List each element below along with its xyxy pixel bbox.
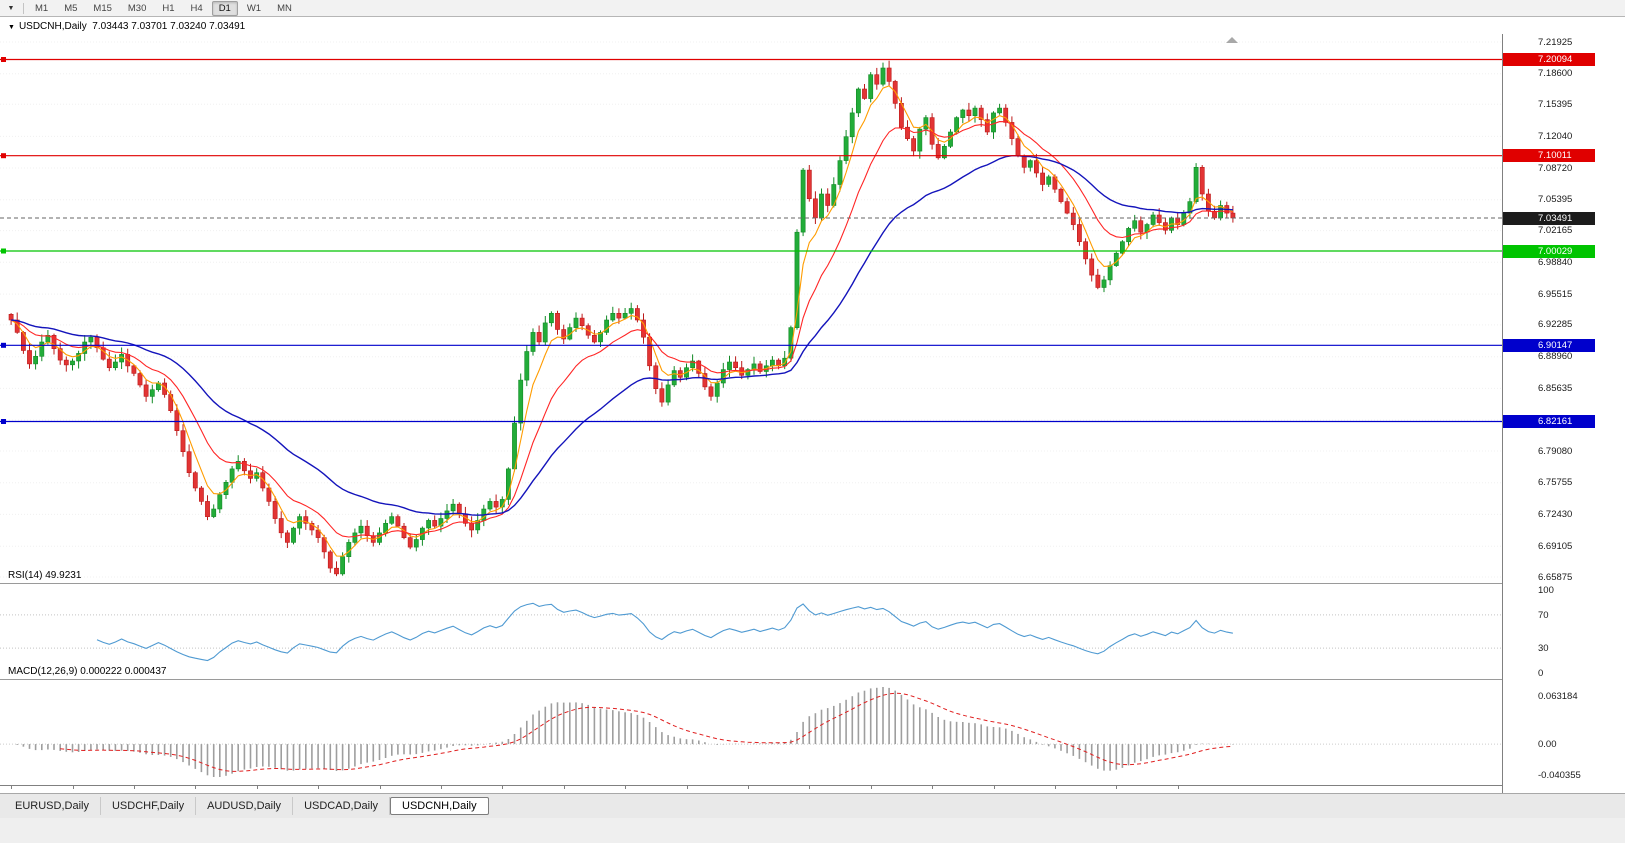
date-tick [809,786,811,789]
date-tick [195,786,197,789]
ma-line-13 [10,121,1233,538]
price-tick-label: 6.69105 [1538,540,1573,552]
chart-tab-usdchf[interactable]: USDCHF,Daily [101,797,197,815]
chart-area[interactable]: 7.21925 7.18600 7.15395 7.12040 7.08720 7.053… [0,17,1625,810]
price-tick-label: 6.92285 [1538,319,1573,331]
date-tick [563,786,565,789]
price-tick-label: 7.18600 [1538,68,1573,80]
timeframe-button-h1[interactable]: H1 [162,2,175,14]
date-tick [1116,786,1118,789]
date-tick [502,786,504,789]
rsi-line [96,602,1233,662]
rsi-pane[interactable] [0,584,1502,679]
price-tick-label: 7.12040 [1538,130,1573,142]
date-tick [747,786,749,789]
rsi-label-text: RSI(14) 49.9231 [8,570,82,581]
timeframe-button-m1[interactable]: M1 [35,2,49,14]
date-tick [686,786,688,789]
level-price-tag: 7.00029 [1503,244,1595,258]
timeframe-button-w1[interactable]: W1 [246,2,262,14]
current-price-tag: 7.03491 [1503,211,1595,225]
candlesticks [8,60,1236,577]
price-tick-label: 7.08720 [1538,162,1573,174]
price-tick-label: 7.21925 [1538,36,1573,48]
horizontal-level-lines[interactable] [0,57,1502,424]
ohlc-values: 7.03443 7.03701 7.03240 7.03491 [92,21,246,32]
timeframe-button-m15[interactable]: M15 [93,2,112,14]
gridlines [0,41,1502,578]
rsi-tick-label: 100 [1538,585,1554,596]
chart-tab-usdcnh[interactable]: USDCNH,Daily [390,797,489,815]
symbol-collapse-icon[interactable]: ▼ [8,24,15,31]
level-price-tag: 6.90147 [1503,338,1595,352]
chart-tab-eurusd[interactable]: EURUSD,Daily [4,797,101,815]
date-tick [870,786,872,789]
date-tick [256,786,258,789]
rsi-tick-label: 0 [1538,668,1544,679]
date-tick [932,786,934,789]
price-tick-label: 6.75755 [1538,477,1573,489]
price-tick-label: 6.72430 [1538,508,1573,520]
price-tick-label: 7.15395 [1538,98,1573,110]
macd-indicator-label: MACD(12,26,9) 0.000222 0.000437 [8,666,166,677]
macd-tick-label: 0.063184 [1538,690,1578,702]
chart-tab-usdcad[interactable]: USDCAD,Daily [293,797,391,815]
chart-tab-audusd[interactable]: AUDUSD,Daily [196,797,294,815]
date-tick [11,786,13,789]
toolbar-separator [23,2,24,14]
macd-tick-label: 0.00 [1538,739,1557,751]
chevron-down-icon: ▼ [7,4,15,12]
main-price-pane[interactable] [0,34,1502,583]
timeframe-button-m5[interactable]: M5 [64,2,78,14]
macd-signal-line [60,692,1233,772]
price-tick-label: 7.02165 [1538,225,1573,237]
price-tick-label: 6.95515 [1538,288,1573,300]
level-price-tag: 7.10011 [1503,149,1595,163]
chart-dropdown-button[interactable]: ▼ [2,1,20,16]
date-tick [625,786,627,789]
date-tick [1054,786,1056,789]
macd-label-text: MACD(12,26,9) 0.000222 0.000437 [8,666,167,677]
chart-tabs-bar: EURUSD,Daily USDCHF,Daily AUDUSD,Daily USDC… [0,793,1625,818]
price-tick-label: 6.88960 [1538,351,1573,363]
pane-separator[interactable] [0,679,1625,680]
date-tick [318,786,320,789]
ma-line-5 [10,85,1234,557]
rsi-indicator-label: RSI(14) 49.9231 [8,570,81,581]
timeframe-button-d1[interactable]: D1 [211,0,238,16]
ma-line-34 [11,154,1233,516]
symbol-period-label: USDCNH,Daily [18,21,87,32]
price-tick-label: 7.05395 [1538,194,1573,206]
price-tick-label: 6.65875 [1538,571,1573,583]
rsi-tick-label: 30 [1538,643,1549,655]
date-tick [133,786,135,789]
timeframe-toolbar: ▼ M1 M5 M15 M30 H1 H4 D1 W1 MN [0,0,1625,17]
timeframe-button-h4[interactable]: H4 [190,2,203,14]
chart-shift-marker[interactable] [1226,37,1238,43]
pane-separator[interactable] [0,583,1625,584]
rsi-tick-label: 70 [1538,609,1549,621]
date-tick [1177,786,1179,789]
price-tick-label: 6.85635 [1538,382,1573,394]
price-axis: 7.21925 7.18600 7.15395 7.12040 7.08720 7.053… [1502,34,1625,810]
level-price-tag: 7.20094 [1503,53,1595,66]
macd-tick-label: -0.040355 [1538,770,1581,781]
date-tick [993,786,995,789]
status-strip [0,818,1625,843]
date-tick [440,786,442,789]
macd-histogram [16,687,1234,777]
timeframe-buttons: M1 M5 M15 M30 H1 H4 D1 W1 MN [27,0,300,16]
timeframe-button-m30[interactable]: M30 [127,2,147,14]
price-tick-label: 6.98840 [1538,256,1573,268]
level-price-tag: 6.82161 [1503,415,1595,428]
ohlc-info-line: ▼ USDCNH,Daily 7.03443 7.03701 7.03240 7.… [8,21,245,32]
date-tick [72,786,74,789]
macd-pane[interactable] [0,680,1502,785]
price-tick-label: 6.79080 [1538,445,1573,457]
date-tick [379,786,381,789]
timeframe-button-mn[interactable]: MN [277,2,292,14]
